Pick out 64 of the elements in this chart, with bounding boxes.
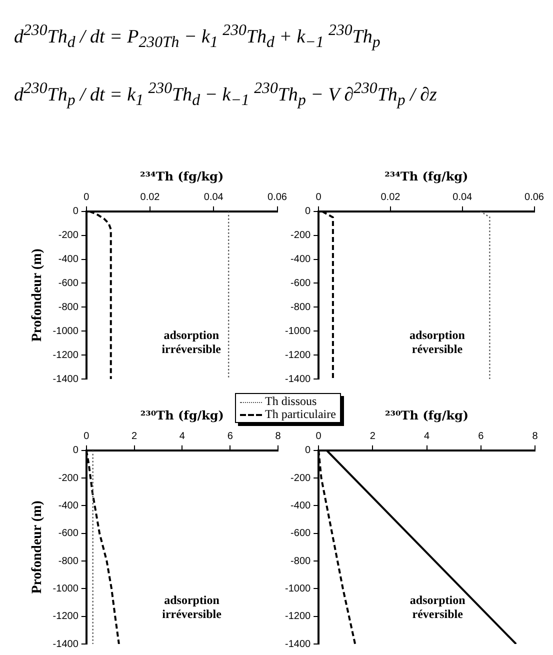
y-tick-label: -1400 [52,638,79,650]
x-tick-label: 0.02 [140,192,160,204]
legend-label: Th dissous [265,394,317,408]
y-tick-label: -1200 [285,611,312,622]
y-tick-label: -400 [290,254,312,266]
y-tick-label: -600 [58,278,79,289]
x-tick-label: 0 [84,431,90,442]
annotation: adsorption réversible [410,593,466,621]
x-tick-label: 4 [179,431,186,442]
y-tick-label: -1000 [285,326,312,337]
x-tick-label: 2 [370,431,376,442]
x-tick-label: 8 [532,431,538,442]
x-axis-title: ²³⁴Th (fg/kg) [140,169,224,184]
y-tick-label: 0 [305,206,312,218]
y-tick-label: -1000 [52,326,79,337]
x-axis-title: ²³⁰Th (fg/kg) [384,408,469,422]
y-tick-label: -800 [58,302,79,313]
y-tick-label: -200 [290,230,312,242]
y-tick-label: -1200 [52,611,79,622]
text: d$^{230}$Th$_{p}$ / dt = k$_{1}$ $^{230}$Th$_{d}$ − k$_{−1}$ $^{230}$Th$_{p}$ − V ∂$^{230}$Th$_{p}$ / ∂z [14,80,437,110]
y-tick-label: -1400 [285,374,312,385]
x-tick-label: 0.04 [452,192,473,204]
y-tick-label: -600 [58,528,79,540]
x-tick-label: 0 [84,192,90,204]
y-tick-label: -400 [290,500,312,512]
y-tick-label: 0 [72,445,79,456]
y-tick-label: -1400 [285,638,312,650]
x-axis-title: ²³⁰Th (fg/kg) [140,408,224,422]
y-tick-label: -200 [290,472,312,484]
x-axis-title: ²³⁴Th (fg/kg) [384,169,468,184]
y-tick-label: 0 [305,445,312,456]
y-tick-label: -1000 [52,583,79,594]
x-tick-label: 0.02 [380,192,401,204]
x-tick-label: 0 [316,431,322,442]
y-tick-label: -800 [290,302,312,313]
y-tick-label: -1000 [285,583,312,594]
y-tick-label: -400 [58,254,79,266]
annotation: adsorption irréversible [162,593,222,621]
y-tick-label: -600 [290,278,312,289]
y-axis-title: Profondeur (m) [30,500,46,594]
y-tick-label: -400 [58,500,79,512]
x-tick-label: 0.04 [204,192,224,204]
y-tick-label: -200 [58,230,79,242]
y-axis-title: Profondeur (m) [30,248,46,342]
y-tick-label: -1200 [285,350,312,361]
annotation: adsorption réversible [410,328,466,356]
text: d$^{230}$Th$_{d}$ / dt = P$_{230Th}$ − k$_{1}$ $^{230}$Th$_{d}$ + k$_{−1}$ $^{230}$Th$_{p}$ [14,22,380,52]
x-tick-label: 0.06 [268,192,288,204]
x-tick-label: 2 [132,431,138,442]
x-tick-label: 0.06 [524,192,544,204]
legend-label: Th particulaire [265,407,336,421]
y-tick-label: -1200 [52,350,79,361]
x-tick-label: 8 [275,431,282,442]
y-tick-label: -600 [290,528,312,540]
y-tick-label: -200 [58,472,79,484]
x-tick-label: 6 [478,431,484,442]
y-tick-label: -1400 [52,374,79,385]
x-tick-label: 4 [424,431,430,442]
y-tick-label: -800 [290,556,312,567]
annotation: adsorption irréversible [162,328,222,356]
x-tick-label: 0 [316,192,322,204]
y-tick-label: 0 [72,206,79,218]
x-tick-label: 6 [227,431,234,442]
y-tick-label: -800 [58,556,79,567]
